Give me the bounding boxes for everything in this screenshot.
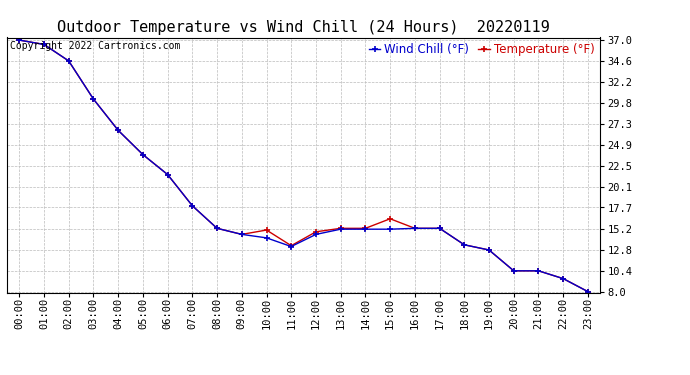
Temperature (°F) [411,226,419,231]
Temperature (°F) [40,42,48,47]
Wind Chill (°F) [40,42,48,47]
Wind Chill (°F) [559,276,567,281]
Temperature (°F) [312,230,320,234]
Temperature (°F) [485,248,493,252]
Wind Chill (°F) [89,97,97,101]
Title: Outdoor Temperature vs Wind Chill (24 Hours)  20220119: Outdoor Temperature vs Wind Chill (24 Ho… [57,20,550,35]
Wind Chill (°F) [262,236,270,240]
Wind Chill (°F) [114,128,122,132]
Temperature (°F) [114,128,122,132]
Wind Chill (°F) [213,226,221,231]
Line: Temperature (°F): Temperature (°F) [16,37,591,295]
Temperature (°F) [164,172,172,177]
Wind Chill (°F) [362,227,370,231]
Wind Chill (°F) [485,248,493,252]
Temperature (°F) [510,268,518,273]
Wind Chill (°F) [237,232,246,237]
Temperature (°F) [362,226,370,231]
Temperature (°F) [534,268,542,273]
Temperature (°F) [386,216,394,221]
Temperature (°F) [15,38,23,42]
Wind Chill (°F) [15,38,23,42]
Wind Chill (°F) [534,268,542,273]
Wind Chill (°F) [312,232,320,237]
Temperature (°F) [188,204,197,208]
Temperature (°F) [460,243,469,247]
Legend: Wind Chill (°F), Temperature (°F): Wind Chill (°F), Temperature (°F) [368,44,594,56]
Temperature (°F) [559,276,567,281]
Wind Chill (°F) [435,226,444,231]
Temperature (°F) [89,97,97,101]
Wind Chill (°F) [139,152,147,157]
Wind Chill (°F) [287,244,295,249]
Temperature (°F) [65,58,73,63]
Temperature (°F) [139,152,147,157]
Temperature (°F) [237,232,246,237]
Temperature (°F) [287,243,295,248]
Wind Chill (°F) [510,268,518,273]
Wind Chill (°F) [386,227,394,231]
Text: Copyright 2022 Cartronics.com: Copyright 2022 Cartronics.com [10,41,180,51]
Wind Chill (°F) [188,204,197,208]
Wind Chill (°F) [65,58,73,63]
Temperature (°F) [262,228,270,232]
Wind Chill (°F) [337,227,345,231]
Wind Chill (°F) [584,290,592,294]
Wind Chill (°F) [411,226,419,231]
Temperature (°F) [337,226,345,231]
Line: Wind Chill (°F): Wind Chill (°F) [16,37,591,295]
Wind Chill (°F) [164,172,172,177]
Temperature (°F) [584,290,592,294]
Temperature (°F) [435,226,444,231]
Wind Chill (°F) [460,243,469,247]
Temperature (°F) [213,226,221,231]
